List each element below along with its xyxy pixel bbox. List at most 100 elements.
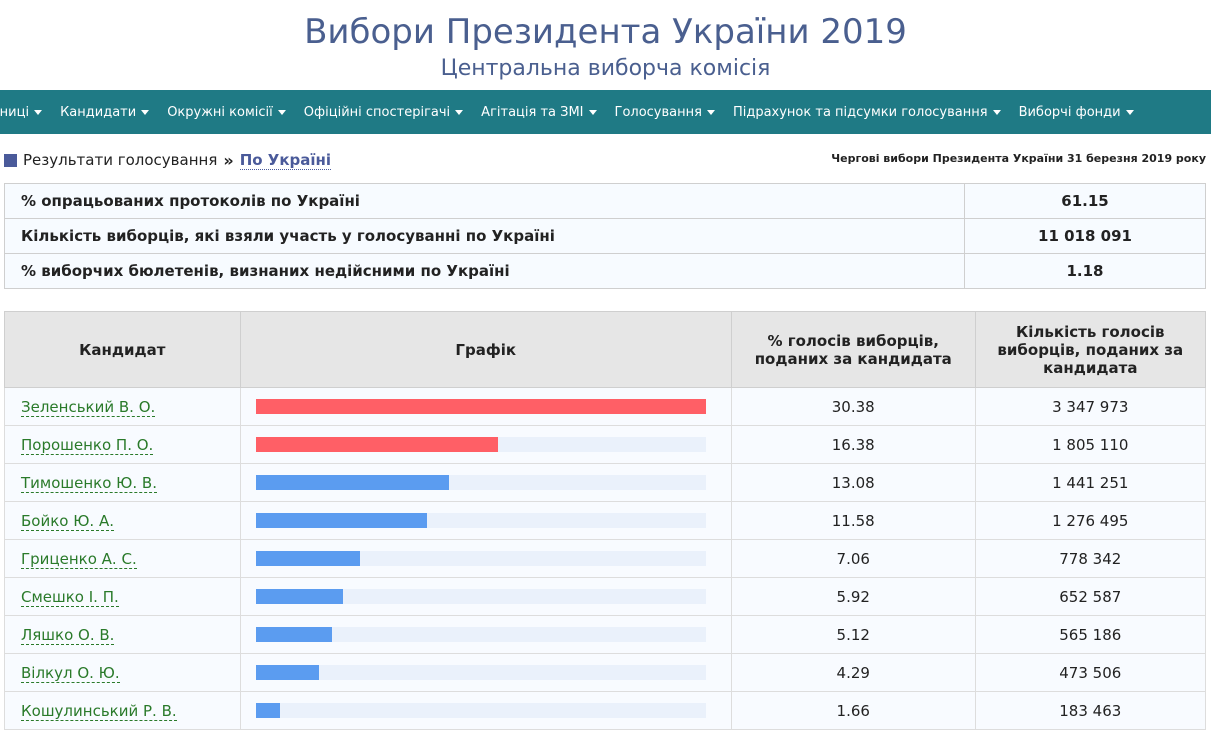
header-graph: Графік xyxy=(239,311,732,388)
table-row: Смешко І. П. 5.92 652 587 xyxy=(4,577,1207,616)
summary-row: % опрацьованих протоколів по Україні 61.… xyxy=(4,183,1206,219)
candidate-cell: Смешко І. П. xyxy=(4,577,241,616)
breadcrumb: Результати голосування » По Україні xyxy=(4,149,332,171)
bar-track xyxy=(255,437,706,452)
nav-item-funds[interactable]: Виборчі фонди xyxy=(1010,105,1143,120)
candidate-link[interactable]: Тимошенко Ю. В. xyxy=(21,473,157,493)
votes-cell: 1 276 495 xyxy=(974,501,1207,540)
summary-row: Кількість виборців, які взяли участь у г… xyxy=(4,218,1206,254)
site-header: Вибори Президента України 2019 Центральн… xyxy=(0,0,1211,90)
votes-cell: 565 186 xyxy=(974,615,1207,654)
bar-track xyxy=(255,627,706,642)
bar-track xyxy=(255,551,706,566)
percent-cell: 11.58 xyxy=(730,501,976,540)
graph-cell xyxy=(239,501,732,540)
vote-bar xyxy=(255,589,344,604)
nav-item-district-commissions[interactable]: Окружні комісії xyxy=(158,105,295,120)
nav-item-campaign-media[interactable]: Агітація та ЗМІ xyxy=(472,105,605,120)
page-title: Вибори Президента України 2019 xyxy=(304,12,907,52)
candidate-cell: Вілкул О. Ю. xyxy=(4,653,241,692)
bar-track xyxy=(255,589,706,604)
candidate-link[interactable]: Смешко І. П. xyxy=(21,587,119,607)
nav-item-observers[interactable]: Офіційні спостерігачі xyxy=(295,105,472,120)
nav-item-candidates[interactable]: Кандидати xyxy=(51,105,158,120)
summary-value: 11 018 091 xyxy=(964,218,1206,254)
bar-track xyxy=(255,475,706,490)
caret-down-icon xyxy=(277,109,286,115)
vote-bar xyxy=(255,551,360,566)
percent-cell: 5.12 xyxy=(730,615,976,654)
candidate-link[interactable]: Гриценко А. С. xyxy=(21,549,137,569)
graph-cell xyxy=(239,615,732,654)
nav-item-stations[interactable]: ьниці xyxy=(0,105,51,120)
vote-bar xyxy=(255,513,427,528)
square-bullet-icon xyxy=(4,153,17,167)
table-row: Ляшко О. В. 5.12 565 186 xyxy=(4,615,1207,654)
bar-track xyxy=(255,513,706,528)
votes-cell: 1 441 251 xyxy=(974,463,1207,502)
votes-cell: 652 587 xyxy=(974,577,1207,616)
caret-down-icon xyxy=(455,109,464,115)
percent-cell: 30.38 xyxy=(730,387,976,426)
vote-bar xyxy=(255,665,319,680)
candidate-link[interactable]: Вілкул О. Ю. xyxy=(21,663,120,683)
table-row: Порошенко П. О. 16.38 1 805 110 xyxy=(4,425,1207,464)
graph-cell xyxy=(239,387,732,426)
breadcrumb-separator: » xyxy=(223,150,234,170)
candidate-cell: Гриценко А. С. xyxy=(4,539,241,578)
summary-label: % виборчих бюлетенів, визнаних недійсним… xyxy=(4,253,965,289)
vote-bar xyxy=(255,627,332,642)
candidate-link[interactable]: Порошенко П. О. xyxy=(21,435,154,455)
candidate-cell: Ляшко О. В. xyxy=(4,615,241,654)
candidate-link[interactable]: Ляшко О. В. xyxy=(21,625,115,645)
main-nav: ьниці Кандидати Окружні комісії Офіційні… xyxy=(0,90,1211,134)
percent-cell: 5.92 xyxy=(730,577,976,616)
page-subtitle: Центральна виборча комісія xyxy=(440,56,771,81)
nav-item-counting[interactable]: Підрахунок та підсумки голосування xyxy=(724,105,1010,120)
vote-bar xyxy=(255,399,706,414)
graph-cell xyxy=(239,463,732,502)
percent-cell: 4.29 xyxy=(730,653,976,692)
candidate-link[interactable]: Кошулинський Р. В. xyxy=(21,701,177,721)
votes-cell: 3 347 973 xyxy=(974,387,1207,426)
summary-label: % опрацьованих протоколів по Україні xyxy=(4,183,965,219)
percent-cell: 16.38 xyxy=(730,425,976,464)
summary-value: 1.18 xyxy=(964,253,1206,289)
candidate-cell: Порошенко П. О. xyxy=(4,425,241,464)
candidate-link[interactable]: Бойко Ю. А. xyxy=(21,511,114,531)
table-row: Зеленський В. О. 30.38 3 347 973 xyxy=(4,387,1207,426)
nav-item-voting[interactable]: Голосування xyxy=(606,105,724,120)
caret-down-icon xyxy=(1125,109,1134,115)
bar-track xyxy=(255,399,706,414)
caret-down-icon xyxy=(992,109,1001,115)
nav-item-label: Агітація та ЗМІ xyxy=(481,104,584,120)
breadcrumb-current-link[interactable]: По Україні xyxy=(239,150,332,170)
percent-cell: 13.08 xyxy=(730,463,976,502)
votes-cell: 1 805 110 xyxy=(974,425,1207,464)
percent-cell: 7.06 xyxy=(730,539,976,578)
nav-item-label: Підрахунок та підсумки голосування xyxy=(732,104,988,120)
nav-item-label: Офіційні спостерігачі xyxy=(303,104,451,120)
breadcrumb-section: Результати голосування xyxy=(23,151,218,169)
election-date: Чергові вибори Президента України 31 бер… xyxy=(831,152,1206,165)
votes-cell: 778 342 xyxy=(974,539,1207,578)
graph-cell xyxy=(239,425,732,464)
graph-cell xyxy=(239,653,732,692)
votes-cell: 473 506 xyxy=(974,653,1207,692)
nav-item-label: Голосування xyxy=(614,104,702,120)
candidate-cell: Зеленський В. О. xyxy=(4,387,241,426)
caret-down-icon xyxy=(141,109,150,115)
nav-item-label: Виборчі фонди xyxy=(1018,104,1121,120)
caret-down-icon xyxy=(706,109,715,115)
candidate-link[interactable]: Зеленський В. О. xyxy=(21,397,156,417)
bar-track xyxy=(255,665,706,680)
candidate-cell: Бойко Ю. А. xyxy=(4,501,241,540)
nav-item-label: ьниці xyxy=(0,104,30,120)
vote-bar xyxy=(255,475,450,490)
table-row: Бойко Ю. А. 11.58 1 276 495 xyxy=(4,501,1207,540)
summary-row: % виборчих бюлетенів, визнаних недійсним… xyxy=(4,253,1206,289)
header-percent: % голосів виборців, поданих за кандидата xyxy=(730,311,976,388)
results-table: Кандидат Графік % голосів виборців, пода… xyxy=(4,311,1207,730)
caret-down-icon xyxy=(34,109,43,115)
summary-table: % опрацьованих протоколів по Україні 61.… xyxy=(4,183,1206,289)
